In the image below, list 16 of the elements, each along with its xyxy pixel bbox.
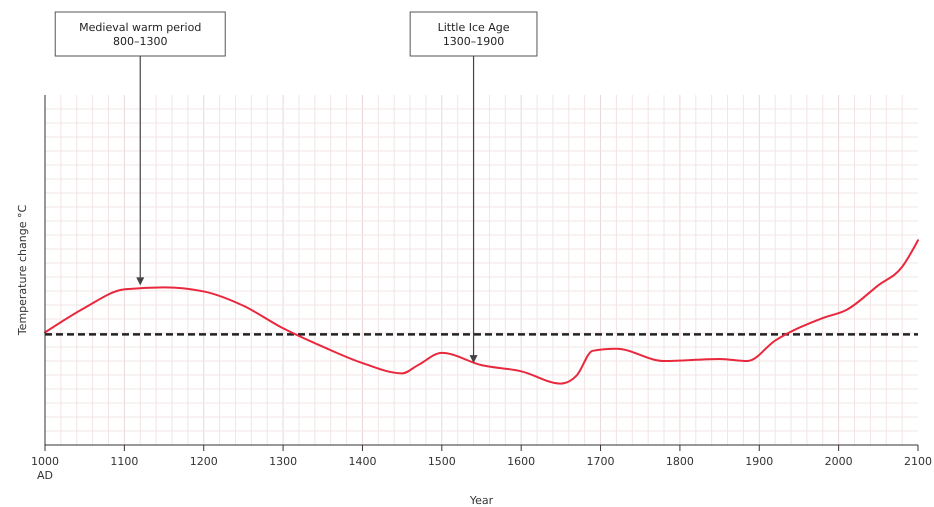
x-axis-title: Year	[468, 494, 494, 507]
x-tick-label: 1500	[428, 455, 456, 468]
x-tick-label: 1600	[507, 455, 536, 468]
x-tick-label: 1700	[586, 455, 615, 468]
x-tick-label: 1200	[190, 455, 218, 468]
x-tick-label: 1000 AD	[31, 455, 59, 482]
x-tick-label: 1800	[666, 455, 694, 468]
annotation: Medieval warm period 800–1300	[79, 21, 202, 48]
x-tick-label: 1100	[110, 455, 138, 468]
x-tick-label: 1400	[348, 455, 376, 468]
x-tick-label: 2100	[904, 455, 932, 468]
y-axis-title: Temperature change °C	[16, 204, 29, 336]
x-tick-label: 1900	[745, 455, 774, 468]
annotation: Little Ice Age 1300–1900	[438, 21, 510, 48]
x-tick-label: 1300	[269, 455, 298, 468]
x-tick-label: 2000	[824, 455, 853, 468]
